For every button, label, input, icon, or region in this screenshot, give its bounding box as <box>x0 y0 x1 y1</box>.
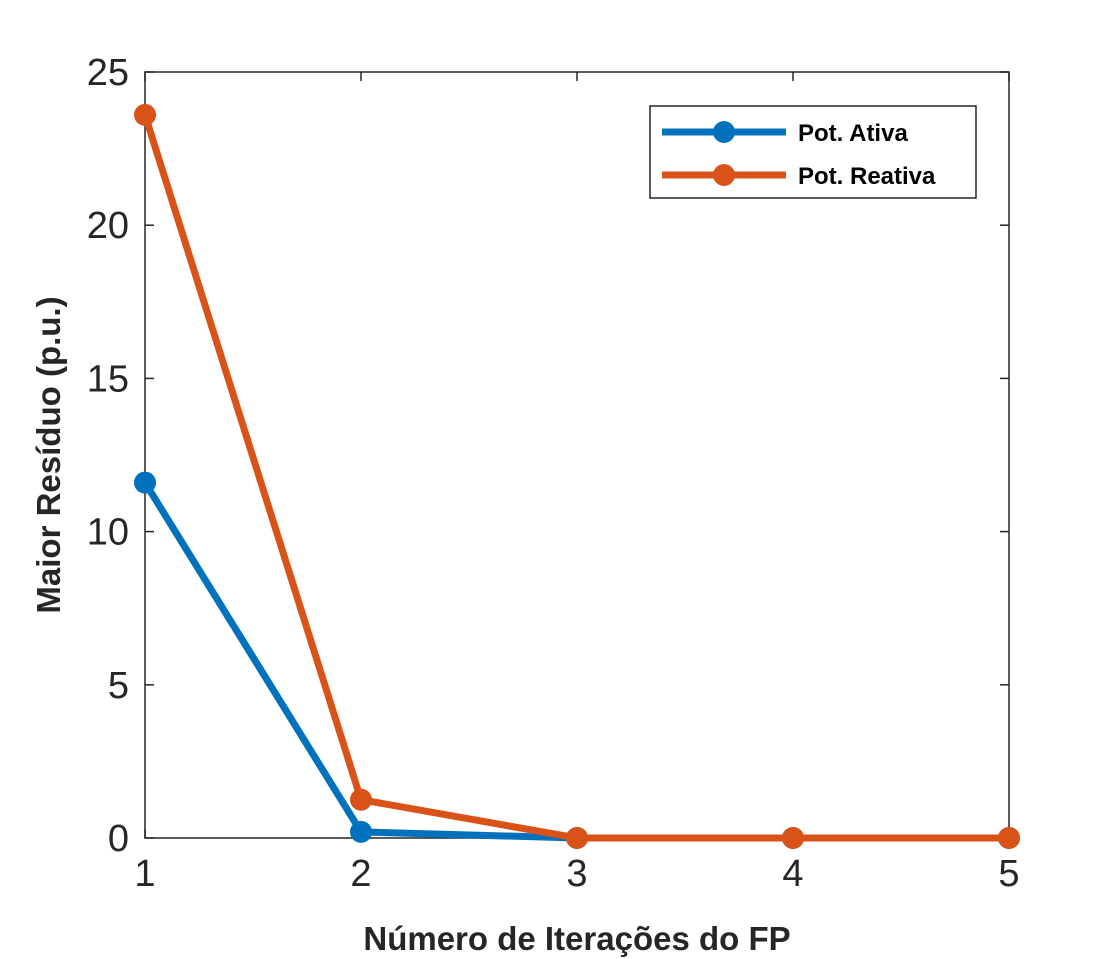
legend-label-pot-reativa: Pot. Reativa <box>798 163 936 190</box>
y-tick-label-10: 10 <box>87 512 129 554</box>
legend-label-pot-ativa: Pot. Ativa <box>798 120 908 147</box>
y-tick-label-0: 0 <box>108 818 129 860</box>
x-tick-label-1: 1 <box>134 853 155 895</box>
legend-marker-pot-reativa <box>713 164 735 186</box>
point-pot-reativa-4 <box>782 827 804 849</box>
legend-box <box>649 105 977 199</box>
point-pot-reativa-1 <box>134 103 156 126</box>
x-tick-label-2: 2 <box>350 853 371 895</box>
y-axis-label: Maior Resíduo (p.u.) <box>30 296 67 613</box>
point-pot-reativa-5 <box>998 827 1020 849</box>
point-pot-reativa-2 <box>350 788 372 811</box>
x-axis-label: Número de Iterações do FP <box>363 920 790 957</box>
y-tick-label-25: 25 <box>87 52 129 94</box>
legend-marker-pot-ativa <box>713 121 735 143</box>
y-tick-label-5: 5 <box>108 665 129 707</box>
point-pot-ativa-2 <box>350 820 372 843</box>
point-pot-reativa-3 <box>566 827 588 849</box>
x-tick-label-3: 3 <box>566 853 587 895</box>
series-layer <box>134 103 1020 849</box>
x-tick-label-4: 4 <box>782 853 803 895</box>
x-tick-label-5: 5 <box>998 853 1019 895</box>
y-tick-label-15: 15 <box>87 358 129 400</box>
point-pot-ativa-1 <box>134 471 156 494</box>
legend: Pot. Ativa Pot. Reativa <box>649 105 977 199</box>
y-tick-label-20: 20 <box>87 205 129 247</box>
ticks: 1 2 3 4 5 0 5 10 15 20 25 <box>87 52 1020 895</box>
